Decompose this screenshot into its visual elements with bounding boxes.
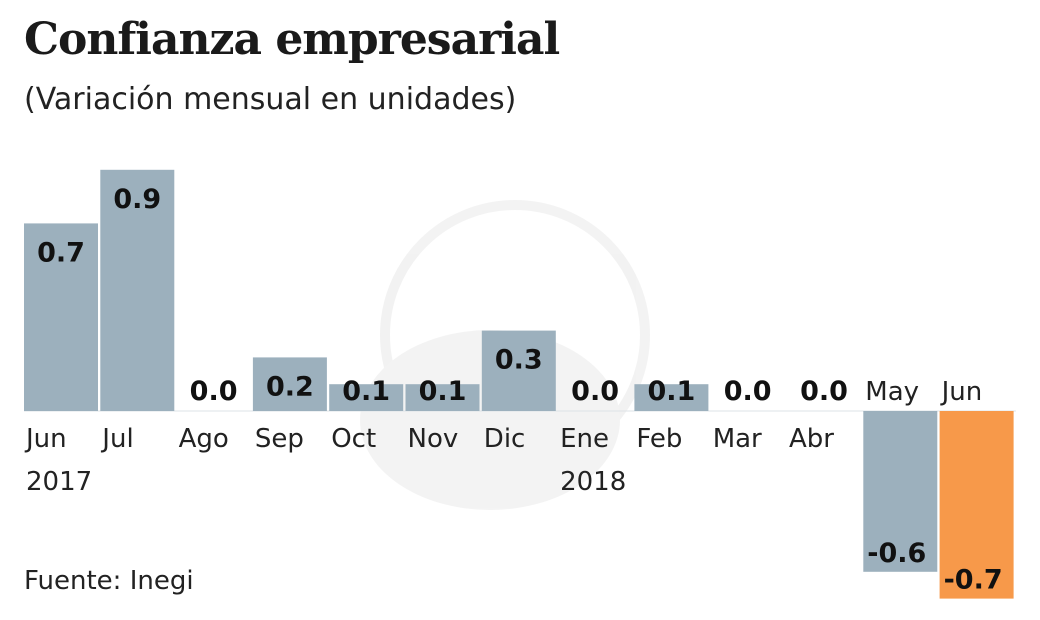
value-label: 0.1 [647,376,695,407]
source-note: Fuente: Inegi [24,566,194,596]
value-label: 0.7 [37,237,85,268]
bar [863,411,938,572]
year-label: 2018 [560,467,626,497]
chart-subtitle: (Variación mensual en unidades) [24,82,517,117]
value-label: 0.0 [724,376,772,407]
chart-title: Confianza empresarial [24,14,560,65]
bar [481,330,556,411]
category-label: Jun [940,377,983,407]
value-label: 0.1 [419,376,467,407]
value-label: 0.2 [266,371,314,402]
category-label: Dic [484,424,526,454]
bar [100,169,175,411]
category-label: Abr [789,424,834,454]
bar [252,357,327,411]
bar [24,223,98,411]
bar [405,384,480,411]
category-label: Jul [100,424,133,454]
category-label: Nov [408,424,459,454]
value-label: 0.0 [190,376,238,407]
category-label: Mar [713,424,762,454]
category-label: Ago [179,424,229,454]
value-label: 0.3 [495,345,543,376]
value-label: 0.1 [342,376,390,407]
bar [939,411,1014,599]
category-label: Jun [24,424,67,454]
bar [634,384,709,411]
category-label: May [865,377,919,407]
category-label: Sep [255,424,304,454]
value-label: 0.9 [113,184,161,215]
value-label: -0.7 [944,565,1003,596]
category-label: Oct [331,424,376,454]
value-label: 0.0 [571,376,619,407]
value-label: 0.0 [800,376,848,407]
bar [329,384,404,411]
value-label: -0.6 [867,538,926,569]
year-label: 2017 [26,467,92,497]
category-label: Ene [560,424,609,454]
category-label: Feb [636,424,682,454]
